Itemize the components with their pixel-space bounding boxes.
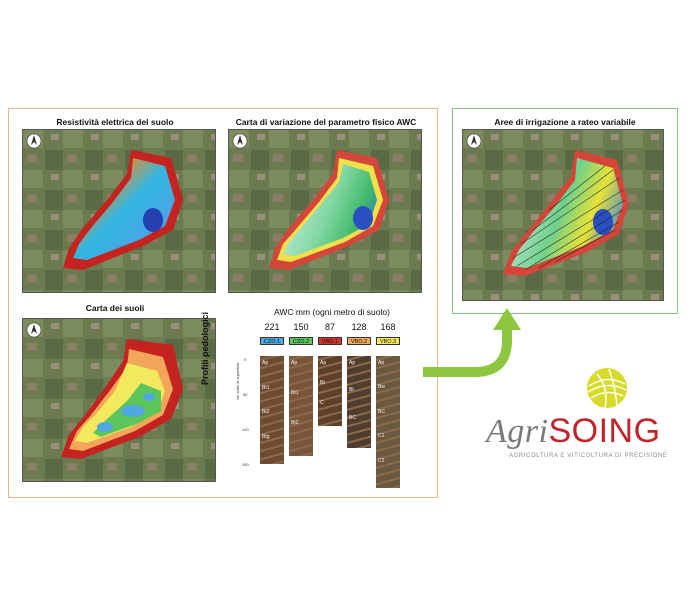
profile-horizon-label: C: [320, 400, 324, 406]
profiles-heading: AWC mm (ogni metro di suolo): [274, 307, 390, 317]
depth-tick: 0: [244, 357, 247, 362]
maps-frame: [8, 108, 438, 498]
profile-horizon-label: Bt2: [262, 409, 270, 415]
profile-horizon-label: BC: [378, 408, 385, 415]
profile-horizon-label: Ap: [320, 360, 327, 366]
profile-column: Ap Bt1 Bt2: [289, 356, 313, 456]
profile-code: CZO.1: [260, 337, 284, 345]
resistivity-map: [22, 129, 216, 293]
profile-code: VBO.3: [376, 337, 400, 345]
profile-column: Ap Bt BC: [347, 356, 371, 448]
profile-column: Ap Bt1 Bt2 Btg: [260, 356, 284, 464]
flow-arrow-icon: [423, 308, 521, 377]
logo-agri: Agri: [486, 413, 549, 450]
profile-horizon-label: C2: [378, 457, 385, 464]
profile-horizon-label: BC: [349, 414, 356, 421]
profile-horizon-label: Ap: [378, 360, 385, 366]
profile-horizon-label: Bt2: [291, 420, 299, 426]
awc-map-title: Carta di variazione del parametro fisico…: [235, 117, 417, 127]
profile-horizon-label: Btg: [262, 433, 270, 440]
profile-awc-value: 150: [293, 322, 309, 332]
depth-axis-label: cm sotto la superficie: [235, 362, 240, 400]
profile-code: VBO.2: [347, 337, 371, 345]
logo-soing: SOING: [548, 412, 661, 450]
awc-map: [228, 129, 422, 293]
logo-wordmark: AgriSOING: [486, 412, 661, 451]
profile-code: VBO.1: [318, 337, 342, 345]
profiles-side-label: Profili pedologici: [200, 311, 210, 385]
profile-horizon-label: Bt1: [291, 390, 299, 396]
logo-tagline: AGRICOLTURA E VITICOLTURA DI PRECISIONE: [509, 453, 668, 459]
soil-map: [22, 318, 216, 482]
profile-horizon-label: Ap: [262, 360, 269, 366]
profile-horizon-label: Bt: [349, 387, 354, 394]
irrigation-map-title: Aree di irrigazione a rateo variabile: [494, 117, 636, 127]
depth-tick: 50: [243, 392, 248, 397]
irrigation-frame: [452, 108, 678, 314]
depth-tick: 100: [242, 427, 249, 432]
profile-awc-value: 128: [351, 322, 367, 332]
depth-tick: 150: [242, 462, 249, 467]
profile-horizon-label: Ap: [349, 360, 356, 366]
profile-awc-value: 221: [264, 322, 280, 332]
profile-column: Ap Bt C: [318, 356, 342, 426]
soil-map-title: Carta dei suoli: [85, 303, 145, 313]
profile-code: CZO.2: [289, 337, 313, 345]
profile-horizon-label: C1: [378, 433, 385, 440]
profile-awc-value: 168: [380, 322, 396, 332]
profile-horizon-label: Ap: [291, 360, 298, 366]
agrisoing-logo-icon: [587, 368, 627, 409]
resistivity-map-title: Resistività elettrica del suolo: [56, 117, 174, 127]
profile-horizon-label: Bt1: [262, 384, 270, 391]
profile-column: Ap Bw BC C1 C2: [376, 356, 400, 488]
irrigation-map: [462, 129, 664, 301]
profile-horizon-label: Bt: [320, 380, 325, 386]
profile-horizon-label: Bw: [378, 384, 385, 391]
profile-awc-value: 87: [324, 322, 335, 332]
